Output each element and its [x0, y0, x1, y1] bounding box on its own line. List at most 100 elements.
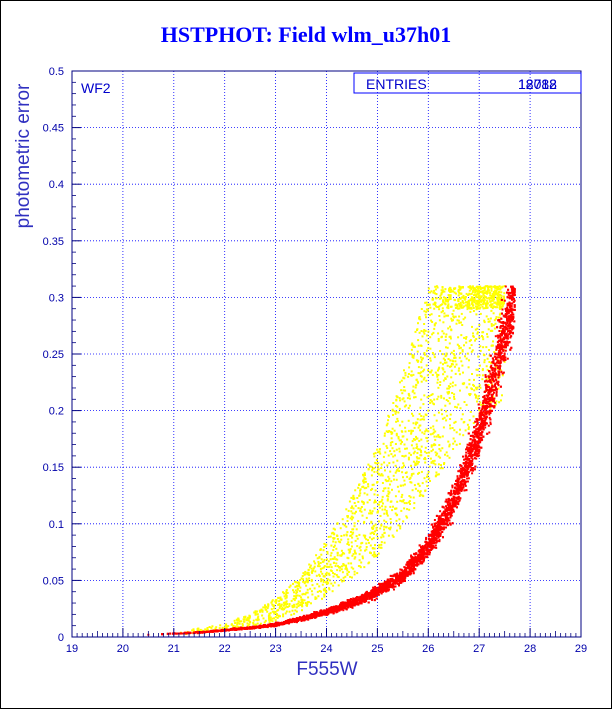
data-point	[408, 452, 411, 455]
data-point	[441, 417, 444, 420]
data-point	[268, 613, 271, 616]
data-point	[451, 359, 454, 362]
data-point	[350, 566, 353, 569]
data-point	[325, 571, 328, 574]
data-point	[397, 467, 400, 470]
data-point	[403, 502, 406, 505]
data-point	[378, 544, 381, 547]
data-point	[236, 625, 239, 628]
data-point	[420, 358, 423, 361]
data-point	[328, 587, 331, 590]
data-point	[384, 469, 386, 472]
data-point	[437, 338, 440, 340]
data-point	[396, 469, 399, 472]
data-point	[351, 536, 354, 539]
data-point	[448, 296, 451, 299]
data-point	[432, 444, 435, 447]
data-point	[354, 489, 357, 492]
data-point	[480, 300, 483, 303]
data-point	[380, 536, 383, 539]
data-point	[223, 626, 226, 629]
data-point	[227, 625, 230, 628]
data-point	[436, 473, 439, 476]
data-point	[468, 340, 471, 343]
data-point	[285, 590, 288, 593]
data-point	[396, 405, 399, 408]
series-yellow	[172, 285, 506, 635]
data-point	[444, 302, 447, 305]
data-point	[265, 608, 268, 611]
data-point	[305, 577, 308, 580]
data-point	[388, 527, 390, 530]
data-point	[316, 557, 319, 560]
data-point	[234, 622, 237, 624]
data-point	[404, 426, 407, 429]
data-point	[374, 452, 377, 455]
data-point	[305, 604, 308, 607]
data-point	[382, 442, 385, 445]
data-point	[402, 499, 405, 502]
data-point	[329, 569, 332, 572]
data-point	[318, 565, 321, 568]
data-point	[336, 522, 339, 525]
data-point	[415, 383, 418, 386]
data-point	[329, 558, 332, 561]
data-point	[353, 525, 356, 528]
data-point	[263, 621, 266, 624]
data-point	[306, 588, 309, 591]
data-point	[433, 356, 436, 359]
data-point	[457, 403, 460, 406]
data-point	[471, 373, 473, 375]
data-point	[410, 343, 413, 346]
data-point	[453, 354, 456, 357]
data-point	[379, 515, 382, 517]
data-point	[412, 345, 415, 348]
data-point	[346, 573, 349, 576]
data-point	[398, 424, 401, 427]
data-point	[473, 287, 476, 290]
data-point	[377, 546, 380, 549]
data-point	[367, 539, 369, 542]
data-point	[497, 291, 500, 294]
data-point	[482, 297, 485, 300]
data-point	[464, 304, 467, 307]
data-point	[345, 566, 348, 569]
data-point	[484, 302, 487, 305]
data-point	[387, 487, 390, 490]
data-point	[453, 429, 456, 432]
data-point	[429, 357, 432, 360]
data-point	[441, 286, 444, 288]
data-point	[381, 508, 384, 511]
data-point	[347, 538, 350, 541]
data-point	[332, 549, 335, 552]
data-point	[426, 473, 429, 476]
data-point	[487, 328, 490, 331]
data-point	[358, 596, 361, 599]
data-point	[457, 336, 460, 339]
data-point	[450, 317, 453, 320]
data-point	[430, 313, 433, 316]
data-point	[374, 489, 377, 492]
data-point	[449, 325, 451, 328]
data-point	[360, 510, 363, 513]
data-point	[450, 376, 453, 379]
data-point	[408, 508, 411, 511]
data-point	[492, 294, 494, 296]
data-point	[475, 294, 477, 297]
data-point	[389, 441, 392, 444]
data-point	[447, 300, 449, 303]
data-point	[249, 620, 251, 623]
data-point	[434, 292, 436, 295]
data-point	[348, 549, 351, 552]
data-point	[419, 418, 422, 421]
data-point	[474, 302, 477, 305]
data-point	[445, 314, 448, 317]
data-point	[493, 319, 496, 322]
data-point	[406, 475, 409, 478]
data-point	[446, 391, 449, 394]
data-point	[339, 541, 342, 544]
data-point	[439, 381, 442, 384]
data-point	[352, 497, 355, 500]
data-point	[259, 622, 262, 625]
data-point	[463, 401, 466, 403]
